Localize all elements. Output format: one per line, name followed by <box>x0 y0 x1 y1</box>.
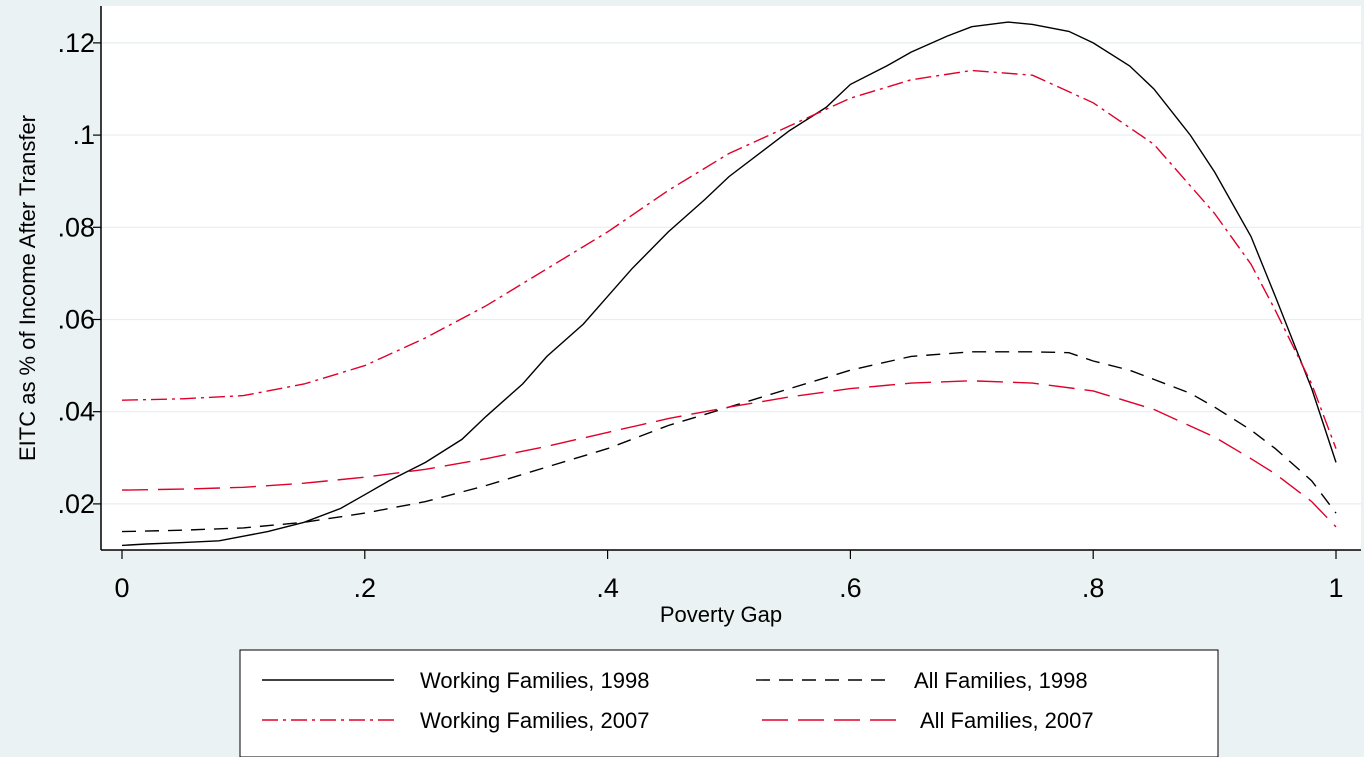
x-tick-label-5: 1 <box>1328 573 1343 603</box>
x-ticks: 0 .2 .4 .6 .8 1 <box>114 550 1344 603</box>
legend: Working Families, 1998 All Families, 1998… <box>239 649 1219 757</box>
y-tick-label-4: .1 <box>72 120 95 150</box>
x-tick-label-0: 0 <box>114 573 129 603</box>
series-line-2 <box>121 69 1337 449</box>
x-tick-label-4: .8 <box>1082 573 1105 603</box>
plot-area <box>101 6 1361 550</box>
series-line-0 <box>121 21 1337 547</box>
y-axis-title: EITC as % of Income After Transfer <box>15 115 40 461</box>
x-tick-label-2: .4 <box>596 573 619 603</box>
y-tick-label-3: .08 <box>57 212 95 242</box>
y-ticks: .02 .04 .06 .08 .1 .12 <box>57 28 101 519</box>
legend-label-0: Working Families, 1998 <box>420 668 649 693</box>
x-tick-label-3: .6 <box>839 573 862 603</box>
y-tick-label-5: .12 <box>57 28 95 58</box>
x-tick-label-1: .2 <box>354 573 377 603</box>
legend-label-2: Working Families, 2007 <box>420 708 649 733</box>
x-axis-title: Poverty Gap <box>660 602 782 627</box>
series-line-3 <box>121 380 1337 528</box>
legend-label-3: All Families, 2007 <box>920 708 1094 733</box>
legend-label-1: All Families, 1998 <box>914 668 1088 693</box>
y-tick-label-1: .04 <box>57 397 95 427</box>
series-lines <box>121 21 1337 547</box>
legend-box <box>239 649 1219 757</box>
series-line-1 <box>121 351 1337 533</box>
y-tick-label-2: .06 <box>57 304 95 334</box>
y-tick-label-0: .02 <box>57 489 95 519</box>
axes <box>100 6 1361 551</box>
gridlines <box>101 42 1361 505</box>
